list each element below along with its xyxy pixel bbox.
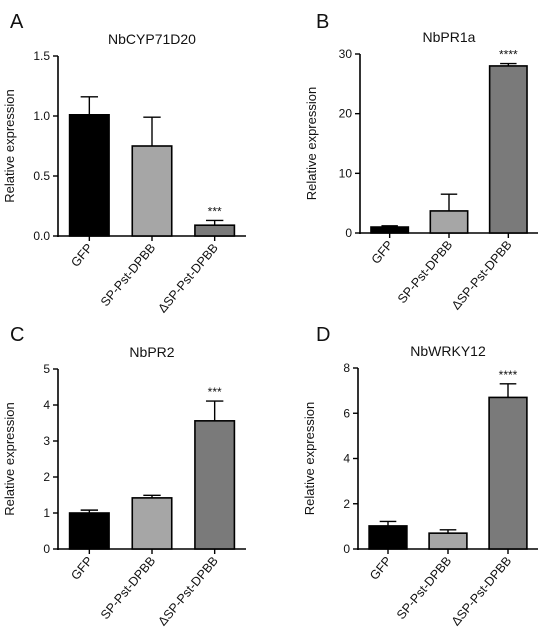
chart-title: NbPR2 <box>129 344 174 360</box>
chart-title: NbWRKY12 <box>410 343 486 359</box>
bar <box>194 224 236 237</box>
bar <box>428 532 468 550</box>
y-axis-label: Relative expression <box>2 402 17 515</box>
bar <box>488 65 528 234</box>
panel-letter: B <box>316 11 329 33</box>
y-tick-label: 30 <box>339 47 353 61</box>
bar <box>429 210 469 234</box>
y-tick-label: 6 <box>343 406 350 420</box>
x-tick-label: GFP <box>369 238 396 267</box>
significance-label: *** <box>208 204 222 218</box>
panel-letter: C <box>10 324 24 346</box>
y-tick-label: 1.0 <box>33 109 50 123</box>
x-tick-label: SP-Pst-DPBB <box>395 238 455 306</box>
x-tick-label: SP-Pst-DPBB <box>98 241 158 309</box>
y-tick-label: 20 <box>339 107 353 121</box>
bar <box>488 396 528 550</box>
y-axis-label: Relative expression <box>304 87 319 200</box>
x-tick-label: ΔSP-Pst-DPBB <box>155 554 221 628</box>
chart-title: NbCYP71D20 <box>108 31 196 47</box>
x-tick-label: ΔSP-Pst-DPBB <box>155 241 221 315</box>
x-tick-label: GFP <box>367 554 394 583</box>
x-tick-label: GFP <box>68 241 95 270</box>
y-tick-label: 1 <box>43 506 50 520</box>
x-tick-label: ΔSP-Pst-DPBB <box>449 238 515 312</box>
bar <box>131 145 173 237</box>
x-tick-label: SP-Pst-DPBB <box>394 554 454 622</box>
y-tick-label: 4 <box>343 452 350 466</box>
chart-panel-c: C NbPR2 0 1 2 3 4 5 Relative expression GFP SP-Pst… <box>2 324 246 628</box>
y-tick-label: 0.5 <box>33 169 50 183</box>
significance-label: **** <box>499 368 518 382</box>
x-tick-label: SP-Pst-DPBB <box>98 554 158 622</box>
y-tick-label: 2 <box>343 497 350 511</box>
y-tick-label: 2 <box>43 470 50 484</box>
y-axis-label: Relative expression <box>302 402 317 515</box>
chart-panel-a: A NbCYP71D20 0.0 0.5 1.0 1.5 Relative expressi… <box>2 11 246 315</box>
chart-panel-b: B NbPR1a 0 10 20 30 Relative expression GFP SP-P… <box>304 11 538 312</box>
panel-letter: D <box>316 324 330 346</box>
bar <box>368 525 408 550</box>
y-tick-label: 0 <box>343 542 350 556</box>
y-tick-label: 3 <box>43 434 50 448</box>
bar <box>68 512 110 550</box>
bar <box>131 497 173 550</box>
significance-label: *** <box>208 385 222 399</box>
y-tick-label: 10 <box>339 166 353 180</box>
y-tick-label: 0 <box>345 226 352 240</box>
significance-label: **** <box>499 48 518 62</box>
y-tick-label: 1.5 <box>33 49 50 63</box>
bar <box>194 420 236 550</box>
panel-letter: A <box>10 11 24 33</box>
y-tick-label: 4 <box>43 398 50 412</box>
bar <box>68 114 110 237</box>
chart-title: NbPR1a <box>423 29 476 45</box>
y-tick-label: 5 <box>43 362 50 376</box>
bar <box>370 226 410 234</box>
y-tick-label: 0.0 <box>33 229 50 243</box>
y-tick-label: 8 <box>343 361 350 375</box>
chart-panel-d: D NbWRKY12 0 2 4 6 8 Relative expression GFP SP-P… <box>302 324 538 628</box>
y-axis-label: Relative expression <box>2 89 17 202</box>
y-tick-label: 0 <box>43 542 50 556</box>
x-tick-label: GFP <box>68 554 95 583</box>
x-tick-label: ΔSP-Pst-DPBB <box>449 554 515 628</box>
